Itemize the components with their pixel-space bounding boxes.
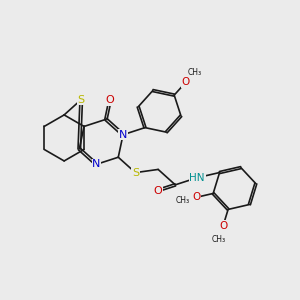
Text: N: N [92,159,100,169]
Text: S: S [132,168,139,178]
Text: O: O [192,192,200,202]
Text: O: O [219,221,227,231]
Text: CH₃: CH₃ [188,68,202,76]
Text: N: N [119,130,127,140]
Text: O: O [153,185,162,196]
Text: O: O [106,95,114,105]
Text: CH₃: CH₃ [176,196,190,205]
Text: O: O [182,77,190,87]
Text: CH₃: CH₃ [212,235,226,244]
Text: S: S [78,94,85,104]
Text: HN: HN [189,173,205,183]
